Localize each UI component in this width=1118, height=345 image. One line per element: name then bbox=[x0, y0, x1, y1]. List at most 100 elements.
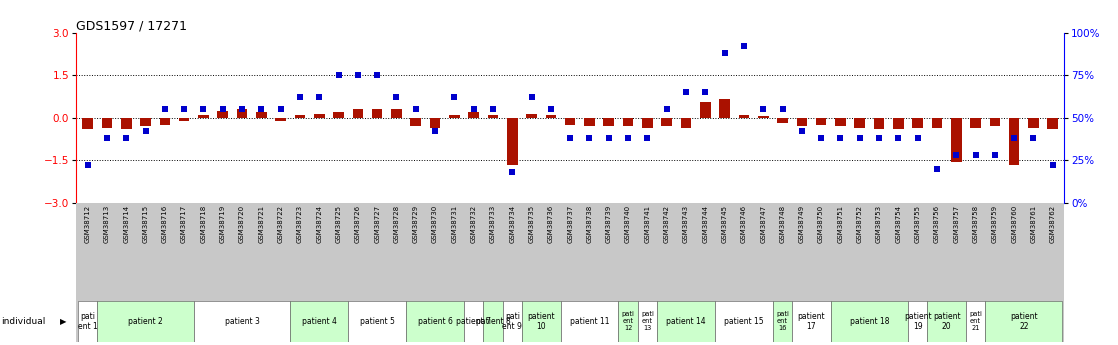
Bar bbox=[985, 301, 1062, 342]
Bar bbox=[662, 118, 672, 126]
Text: patient 14: patient 14 bbox=[666, 317, 705, 326]
Bar bbox=[468, 112, 479, 118]
Text: GSM38712: GSM38712 bbox=[85, 205, 91, 243]
Point bbox=[98, 136, 116, 141]
Point bbox=[117, 136, 135, 141]
Bar bbox=[623, 118, 634, 126]
Bar bbox=[406, 301, 464, 342]
Text: GSM38761: GSM38761 bbox=[1031, 205, 1036, 243]
Point bbox=[580, 136, 598, 141]
Text: GSM38739: GSM38739 bbox=[606, 205, 612, 243]
Bar bbox=[193, 301, 291, 342]
Point bbox=[330, 72, 348, 78]
Point bbox=[233, 107, 250, 112]
Point bbox=[600, 136, 618, 141]
Text: GSM38756: GSM38756 bbox=[934, 205, 940, 243]
Point bbox=[774, 107, 792, 112]
Bar bbox=[83, 118, 93, 129]
Bar bbox=[758, 116, 768, 118]
Bar bbox=[966, 301, 985, 342]
Text: GSM38715: GSM38715 bbox=[142, 205, 149, 243]
Point bbox=[832, 136, 850, 141]
Bar bbox=[739, 115, 749, 118]
Bar bbox=[291, 301, 348, 342]
Bar bbox=[1008, 118, 1020, 165]
Bar bbox=[777, 118, 788, 124]
Text: GSM38727: GSM38727 bbox=[375, 205, 380, 243]
Text: GSM38726: GSM38726 bbox=[354, 205, 361, 243]
Text: GSM38738: GSM38738 bbox=[587, 205, 593, 243]
Bar bbox=[854, 118, 865, 128]
Point bbox=[272, 107, 290, 112]
Bar bbox=[483, 301, 503, 342]
Text: GSM38753: GSM38753 bbox=[877, 205, 882, 243]
Text: individual: individual bbox=[1, 317, 46, 326]
Point bbox=[136, 129, 154, 134]
Bar bbox=[198, 115, 209, 118]
Bar bbox=[618, 301, 637, 342]
Text: patient
17: patient 17 bbox=[797, 312, 825, 331]
Text: GSM38717: GSM38717 bbox=[181, 205, 187, 243]
Text: patient 2: patient 2 bbox=[129, 317, 163, 326]
Bar bbox=[1048, 118, 1058, 129]
Bar bbox=[719, 99, 730, 118]
Bar bbox=[121, 118, 132, 129]
Text: GSM38733: GSM38733 bbox=[490, 205, 496, 243]
Text: patient 3: patient 3 bbox=[225, 317, 259, 326]
Text: GSM38744: GSM38744 bbox=[702, 205, 709, 243]
Text: patient
22: patient 22 bbox=[1010, 312, 1038, 331]
Bar bbox=[1029, 118, 1039, 128]
Bar bbox=[78, 301, 97, 342]
Text: GSM38755: GSM38755 bbox=[915, 205, 920, 243]
Point bbox=[542, 107, 560, 112]
Bar bbox=[314, 114, 324, 118]
Bar bbox=[835, 118, 845, 126]
Point bbox=[793, 129, 811, 134]
Point bbox=[426, 129, 444, 134]
Bar bbox=[295, 115, 305, 118]
Point bbox=[890, 136, 908, 141]
Text: patient
10: patient 10 bbox=[528, 312, 555, 331]
Bar bbox=[160, 118, 170, 125]
Bar bbox=[560, 301, 618, 342]
Bar bbox=[565, 118, 576, 125]
Point bbox=[484, 107, 502, 112]
Text: patient 18: patient 18 bbox=[850, 317, 889, 326]
Text: GSM38742: GSM38742 bbox=[664, 205, 670, 243]
Text: GSM38720: GSM38720 bbox=[239, 205, 245, 243]
Point bbox=[561, 136, 579, 141]
Point bbox=[716, 50, 733, 56]
Text: GSM38752: GSM38752 bbox=[856, 205, 863, 243]
Text: GSM38757: GSM38757 bbox=[954, 205, 959, 243]
Bar bbox=[893, 118, 903, 129]
Text: patient 5: patient 5 bbox=[360, 317, 395, 326]
Text: GSM38750: GSM38750 bbox=[818, 205, 824, 243]
Bar bbox=[931, 118, 942, 128]
Point bbox=[657, 107, 675, 112]
Bar bbox=[604, 118, 614, 126]
Point bbox=[870, 136, 888, 141]
Text: patient 8: patient 8 bbox=[475, 317, 510, 326]
Bar bbox=[429, 118, 440, 128]
Text: GSM38731: GSM38731 bbox=[452, 205, 457, 243]
Text: GSM38737: GSM38737 bbox=[567, 205, 574, 243]
Bar bbox=[352, 109, 363, 118]
Point bbox=[1005, 136, 1023, 141]
Text: GSM38740: GSM38740 bbox=[625, 205, 631, 243]
Bar bbox=[506, 118, 518, 165]
Bar bbox=[333, 112, 344, 118]
Point bbox=[503, 169, 521, 175]
Bar bbox=[546, 115, 556, 118]
Text: GSM38749: GSM38749 bbox=[799, 205, 805, 243]
Bar bbox=[773, 301, 793, 342]
Point bbox=[1044, 162, 1062, 168]
Point bbox=[176, 107, 193, 112]
Bar bbox=[700, 102, 711, 118]
Text: GSM38718: GSM38718 bbox=[200, 205, 207, 243]
Text: GSM38747: GSM38747 bbox=[760, 205, 766, 243]
Bar bbox=[449, 115, 459, 118]
Bar bbox=[275, 118, 286, 121]
Bar bbox=[503, 301, 522, 342]
Point bbox=[253, 107, 271, 112]
Text: GSM38743: GSM38743 bbox=[683, 205, 689, 243]
